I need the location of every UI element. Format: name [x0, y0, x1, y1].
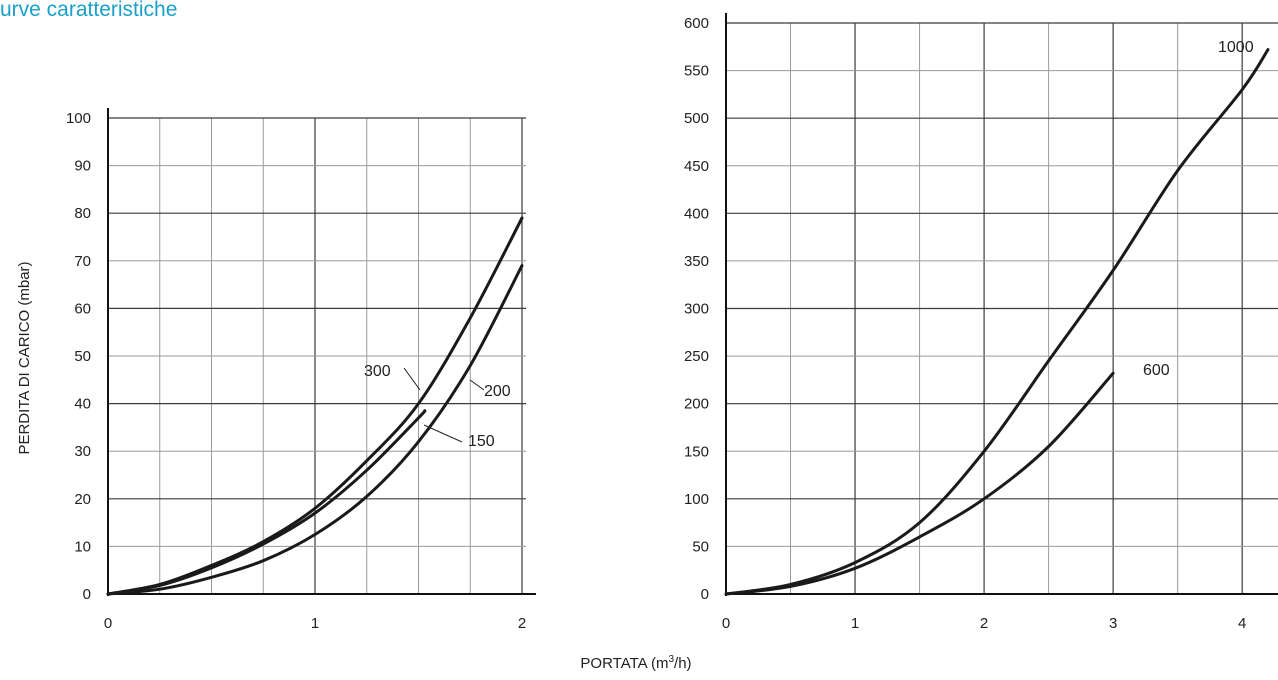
series-label-200: 200 — [484, 383, 511, 400]
y-tick-label: 100 — [66, 110, 91, 127]
x-axis-label-tail: /h) — [674, 655, 692, 672]
x-tick-label: 2 — [980, 615, 988, 632]
series-label-300: 300 — [364, 363, 391, 380]
series-line-600 — [724, 371, 1115, 596]
y-tick-label: 550 — [684, 63, 709, 80]
y-tick-label: 80 — [74, 205, 91, 222]
x-tick-label: 2 — [518, 615, 526, 632]
y-tick-label: 250 — [684, 348, 709, 365]
series-label-150: 150 — [468, 433, 495, 450]
series-label-1000: 1000 — [1218, 39, 1254, 56]
y-tick-label: 500 — [684, 110, 709, 127]
y-tick-label: 100 — [684, 491, 709, 508]
y-tick-label: 150 — [684, 443, 709, 460]
chart-right: 0 50 100 150 200 250 300 350 400 450 500 550 600 0 1 2 3… — [684, 13, 1278, 632]
x-tick-label: 1 — [311, 615, 319, 632]
x-axis-label-sup: 3 — [668, 654, 674, 665]
x-tick-label: 3 — [1109, 615, 1117, 632]
series-label-leader — [469, 379, 485, 391]
y-tick-label: 0 — [701, 586, 709, 603]
x-tick-label: 1 — [851, 615, 859, 632]
x-tick-label: 4 — [1238, 615, 1246, 632]
chart-left: 0 10 20 30 40 50 60 70 80 90 100 0 1 2 300 150 200 — [66, 108, 536, 632]
y-tick-label: 350 — [684, 253, 709, 270]
y-tick-label: 20 — [74, 491, 91, 508]
series-line-150 — [106, 409, 427, 596]
series-line-300 — [106, 216, 524, 596]
series-label-leader — [423, 424, 463, 443]
y-tick-label: 300 — [684, 301, 709, 318]
y-tick-label: 50 — [692, 538, 709, 555]
page-title: urve caratteristiche — [0, 0, 178, 21]
y-tick-label: 90 — [74, 158, 91, 175]
series-label-leader — [403, 367, 421, 391]
y-tick-label: 10 — [74, 538, 91, 555]
y-tick-label: 400 — [684, 205, 709, 222]
y-axis-label: PERDITA DI CARICO (mbar) — [16, 261, 33, 454]
x-axis-label: PORTATA (m3/h) — [580, 654, 691, 672]
x-axis-label-main: PORTATA (m — [580, 655, 668, 672]
y-tick-label: 200 — [684, 396, 709, 413]
y-tick-label: 450 — [684, 158, 709, 175]
y-tick-label: 600 — [684, 15, 709, 32]
y-tick-label: 70 — [74, 253, 91, 270]
x-tick-label: 0 — [104, 615, 112, 632]
y-tick-label: 0 — [83, 586, 91, 603]
series-line-200 — [106, 264, 524, 596]
y-tick-label: 30 — [74, 443, 91, 460]
y-tick-label: 40 — [74, 396, 91, 413]
series-label-600: 600 — [1143, 362, 1170, 379]
x-tick-label: 0 — [722, 615, 730, 632]
series-line-1000 — [724, 48, 1270, 596]
y-tick-label: 50 — [74, 348, 91, 365]
y-tick-label: 60 — [74, 300, 91, 317]
